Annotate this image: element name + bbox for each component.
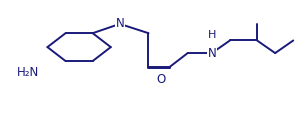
Text: H₂N: H₂N [17, 66, 39, 79]
Text: H: H [208, 30, 216, 40]
Text: O: O [157, 73, 166, 86]
Text: N: N [115, 17, 124, 30]
Text: N: N [208, 47, 216, 60]
